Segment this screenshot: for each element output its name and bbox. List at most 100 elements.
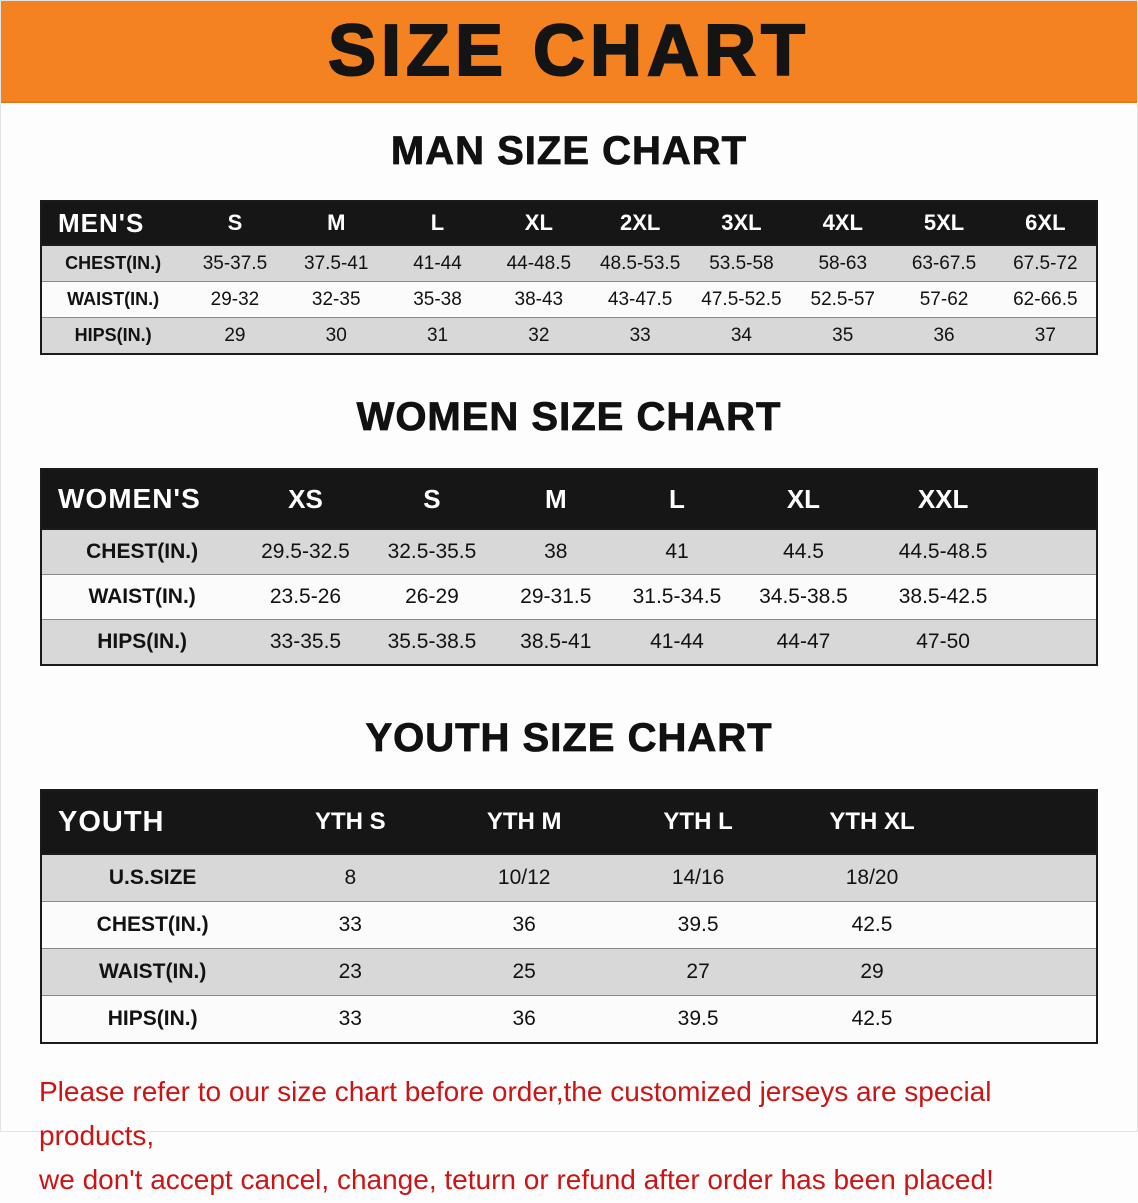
column-header: YTH XL — [829, 808, 915, 835]
row-label: CHEST(IN.) — [86, 540, 199, 563]
cell-value: 42.5 — [851, 913, 893, 936]
page-title: SIZE CHART — [327, 10, 810, 92]
cell-value: 35-37.5 — [202, 252, 268, 274]
cell-value: 41-44 — [650, 630, 704, 653]
column-header: 6XL — [1025, 210, 1066, 235]
column-header: 3XL — [721, 210, 762, 235]
cell-value: 32 — [528, 324, 550, 346]
column-header: M — [327, 210, 346, 235]
column-header: YTH L — [663, 808, 733, 835]
youth-size-table: YOUTH YTH S YTH M YTH L YTH XL U.S.SIZE 8 10/12… — [40, 789, 1098, 1044]
cell-value: 52.5-57 — [810, 288, 875, 310]
cell-value: 41-44 — [413, 252, 462, 274]
column-header: YTH S — [314, 808, 386, 835]
cell-value: 36 — [512, 913, 536, 936]
column-header: 2XL — [619, 210, 661, 235]
cell-value: 33 — [338, 1007, 362, 1030]
men-size-table: MEN'S S M L XL 2XL 3XL 4XL 5XL 6XL CHEST(IN.) 35-37… — [40, 200, 1098, 355]
column-header: XS — [288, 483, 323, 514]
cell-value: 37.5-41 — [304, 252, 369, 274]
cell-value: 44.5 — [783, 540, 824, 563]
table-row: HIPS(IN.) 33 36 39.5 42.5 — [42, 996, 1096, 1042]
column-header: XXL — [917, 483, 969, 514]
cell-value: 33 — [338, 913, 362, 936]
table-corner-label: WOMEN'S — [58, 483, 201, 514]
cell-value: 33 — [629, 324, 651, 346]
cell-value: 47-50 — [916, 630, 970, 653]
youth-section-heading: YOUTH SIZE CHART — [365, 716, 773, 761]
column-header: 5XL — [923, 210, 965, 235]
cell-value: 35 — [832, 324, 854, 346]
cell-value: 34.5-38.5 — [759, 585, 848, 608]
women-size-table: WOMEN'S XS S M L XL XXL CHEST(IN.) 29.5-32.5 32.5… — [40, 468, 1098, 666]
cell-value: 44-47 — [776, 630, 831, 653]
cell-value: 14/16 — [671, 866, 725, 889]
table-row: CHEST(IN.) 33 36 39.5 42.5 — [42, 902, 1096, 949]
cell-value: 38 — [544, 540, 568, 563]
cell-value: 31 — [426, 324, 449, 346]
cell-value: 39.5 — [677, 913, 719, 936]
column-header: L — [430, 210, 445, 235]
cell-value: 62-66.5 — [1013, 288, 1078, 310]
cell-value: 37 — [1034, 324, 1056, 346]
cell-value: 57-62 — [919, 288, 969, 310]
cell-value: 58-63 — [818, 252, 868, 274]
cell-value: 32.5-35.5 — [387, 540, 477, 563]
table-corner-label: YOUTH — [58, 805, 165, 838]
table-row: CHEST(IN.) 29.5-32.5 32.5-35.5 38 41 44.5 44.5… — [42, 530, 1096, 575]
cell-value: 29 — [860, 960, 884, 983]
column-header: S — [423, 483, 441, 514]
section-men: MAN SIZE CHART MEN'S S M L XL 2XL 3XL 4XL 5XL 6XL… — [1, 129, 1137, 355]
cell-value: 32-35 — [311, 288, 361, 310]
table-row: U.S.SIZE 8 10/12 14/16 18/20 — [42, 855, 1096, 902]
cell-value: 38.5-42.5 — [898, 585, 988, 608]
cell-value: 63-67.5 — [911, 252, 977, 274]
women-section-heading: WOMEN SIZE CHART — [356, 395, 782, 440]
cell-value: 48.5-53.5 — [599, 252, 681, 274]
cell-value: 47.5-52.5 — [701, 288, 782, 310]
section-women: WOMEN SIZE CHART WOMEN'S XS S M L XL XXL CHEST(… — [1, 395, 1137, 666]
column-header: S — [227, 210, 243, 235]
table-row: WAIST(IN.) 23.5-26 26-29 29-31.5 31.5-34.5 34… — [42, 575, 1096, 620]
cell-value: 33-35.5 — [269, 630, 342, 653]
cell-value: 38.5-41 — [520, 630, 592, 653]
row-label: U.S.SIZE — [108, 866, 197, 889]
table-row: WAIST(IN.) 29-32 32-35 35-38 38-43 43-47.5 47.… — [42, 282, 1096, 318]
banner: SIZE CHART — [1, 1, 1137, 103]
column-header: L — [669, 483, 685, 514]
row-label: CHEST(IN.) — [65, 253, 162, 273]
section-youth: YOUTH SIZE CHART YOUTH YTH S YTH M YTH L YTH… — [1, 716, 1137, 1044]
column-header: XL — [524, 210, 553, 235]
cell-value: 27 — [686, 960, 710, 983]
cell-value: 18/20 — [845, 866, 899, 889]
table-header-row: YOUTH YTH S YTH M YTH L YTH XL — [42, 791, 1096, 855]
cell-value: 36 — [512, 1007, 536, 1030]
column-header: XL — [786, 483, 821, 514]
cell-value: 44.5-48.5 — [898, 540, 988, 563]
table-corner-label: MEN'S — [58, 207, 145, 238]
table-row: HIPS(IN.) 33-35.5 35.5-38.5 38.5-41 41-44 44-… — [42, 620, 1096, 664]
row-label: HIPS(IN.) — [107, 1007, 198, 1030]
cell-value: 41 — [665, 540, 689, 563]
row-label: WAIST(IN.) — [88, 585, 196, 608]
row-label: HIPS(IN.) — [97, 630, 188, 653]
footer-note-line-2: we don't accept cancel, change, teturn o… — [39, 1164, 994, 1196]
row-label: WAIST(IN.) — [99, 960, 207, 983]
cell-value: 10/12 — [497, 866, 551, 889]
men-section-heading: MAN SIZE CHART — [390, 129, 748, 174]
cell-value: 23 — [338, 960, 362, 983]
table-header-row: MEN'S S M L XL 2XL 3XL 4XL 5XL 6XL — [42, 202, 1096, 246]
table-row: CHEST(IN.) 35-37.5 37.5-41 41-44 44-48.5 48.5… — [42, 246, 1096, 282]
column-header: M — [544, 483, 567, 514]
table-header-row: WOMEN'S XS S M L XL XXL — [42, 470, 1096, 530]
row-label: WAIST(IN.) — [67, 289, 160, 309]
cell-value: 29.5-32.5 — [261, 540, 350, 563]
table-row: WAIST(IN.) 23 25 27 29 — [42, 949, 1096, 996]
cell-value: 29 — [224, 324, 246, 346]
cell-value: 23.5-26 — [269, 585, 342, 608]
cell-value: 36 — [933, 324, 955, 346]
cell-value: 43-47.5 — [607, 288, 673, 310]
cell-value: 8 — [344, 866, 357, 889]
cell-value: 53.5-58 — [709, 252, 774, 274]
